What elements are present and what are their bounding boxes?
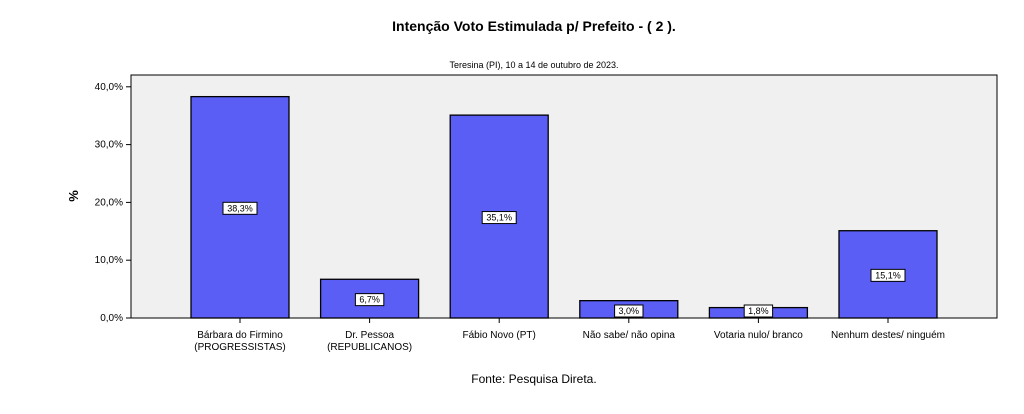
data-label-box: [481, 211, 517, 225]
x-tick-label: Nenhum destes/ ninguém: [831, 330, 945, 341]
data-label: 1,8%: [748, 306, 769, 316]
data-label-box: [743, 304, 774, 318]
x-tick-label: (PROGRESSISTAS): [194, 342, 286, 353]
data-label: 35,1%: [486, 213, 512, 223]
data-label-box: [354, 293, 385, 307]
data-label-box: [614, 304, 644, 318]
chart-title: Intenção Voto Estimulada p/ Prefeito - (…: [392, 18, 676, 34]
x-tick-label: Não sabe/ não opina: [583, 330, 676, 341]
data-label-box: [870, 268, 906, 282]
y-tick-label: 0,0%: [100, 313, 123, 324]
x-tick-label: Bárbara do Firmino: [197, 330, 283, 341]
data-label: 15,1%: [875, 270, 901, 280]
y-tick-label: 30,0%: [95, 140, 123, 151]
x-tick-label: Votaria nulo/ branco: [714, 330, 803, 341]
data-label: 6,7%: [359, 295, 380, 305]
data-label: 3,0%: [619, 306, 640, 316]
source-note: Fonte: Pesquisa Direta.: [471, 372, 597, 386]
chart-subtitle: Teresina (PI), 10 a 14 de outubro de 202…: [449, 60, 618, 70]
x-tick-label: (REPUBLICANOS): [327, 342, 412, 353]
x-tick-label: Fábio Novo (PT): [463, 330, 536, 341]
y-tick-label: 40,0%: [95, 82, 123, 93]
data-label-box: [222, 201, 258, 215]
y-tick-label: 10,0%: [95, 255, 123, 266]
x-tick-label: Dr. Pessoa: [345, 330, 394, 341]
data-label: 38,3%: [227, 203, 253, 213]
y-tick-label: 20,0%: [95, 197, 123, 208]
y-axis-label: %: [66, 190, 81, 202]
